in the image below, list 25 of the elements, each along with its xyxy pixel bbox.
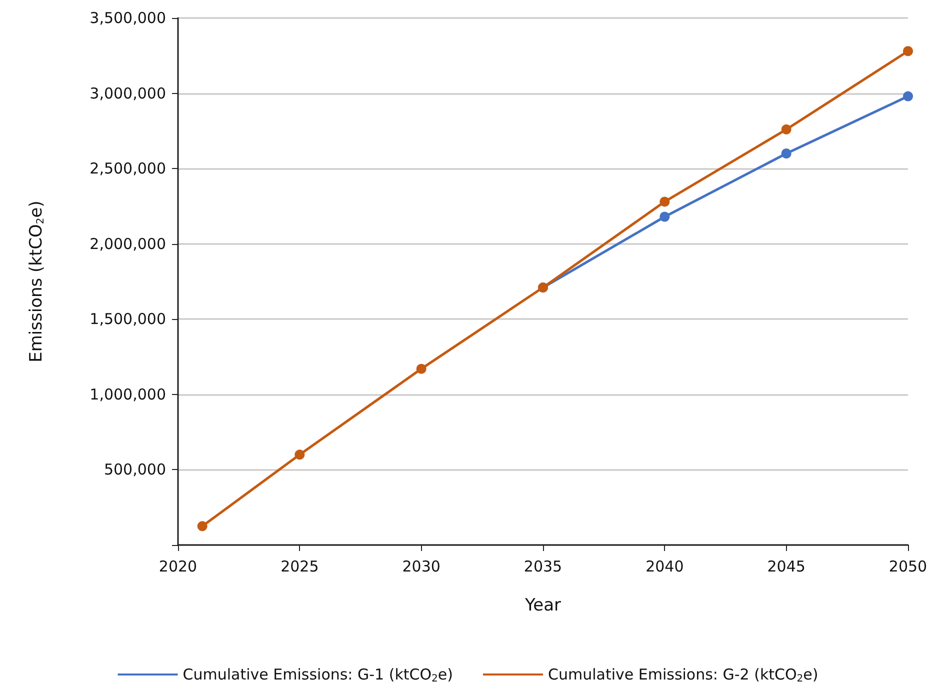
point xyxy=(294,450,305,460)
point xyxy=(660,212,670,222)
point xyxy=(416,364,426,374)
y-tick-label: 2,000,000 xyxy=(90,234,166,253)
point xyxy=(197,521,208,532)
y-tick-label: 2,500,000 xyxy=(90,160,166,178)
point xyxy=(781,124,792,134)
y-tick-label: 3,000,000 xyxy=(90,84,166,102)
x-axis-title: Year xyxy=(524,596,562,616)
point xyxy=(903,46,913,56)
y-tick-label: 1,500,000 xyxy=(90,310,166,328)
y-tick-label: 1,000,000 xyxy=(90,385,166,404)
x-tick-label: 2040 xyxy=(646,558,684,576)
x-tick-label: 2030 xyxy=(402,558,440,576)
x-tick-label: 2025 xyxy=(280,558,319,576)
x-tick-label: 2020 xyxy=(158,558,198,576)
y-axis-title: Emissions (ktCO2e) xyxy=(26,200,46,362)
x-tick-label: 2045 xyxy=(767,558,806,576)
point xyxy=(660,196,670,207)
x-tick-label: 2035 xyxy=(524,558,562,576)
point xyxy=(903,91,913,102)
point xyxy=(781,148,792,159)
y-tick-label: 3,500,000 xyxy=(90,9,166,27)
y-tick-label: 500,000 xyxy=(104,460,166,479)
x-tick-label: 2050 xyxy=(888,558,928,576)
